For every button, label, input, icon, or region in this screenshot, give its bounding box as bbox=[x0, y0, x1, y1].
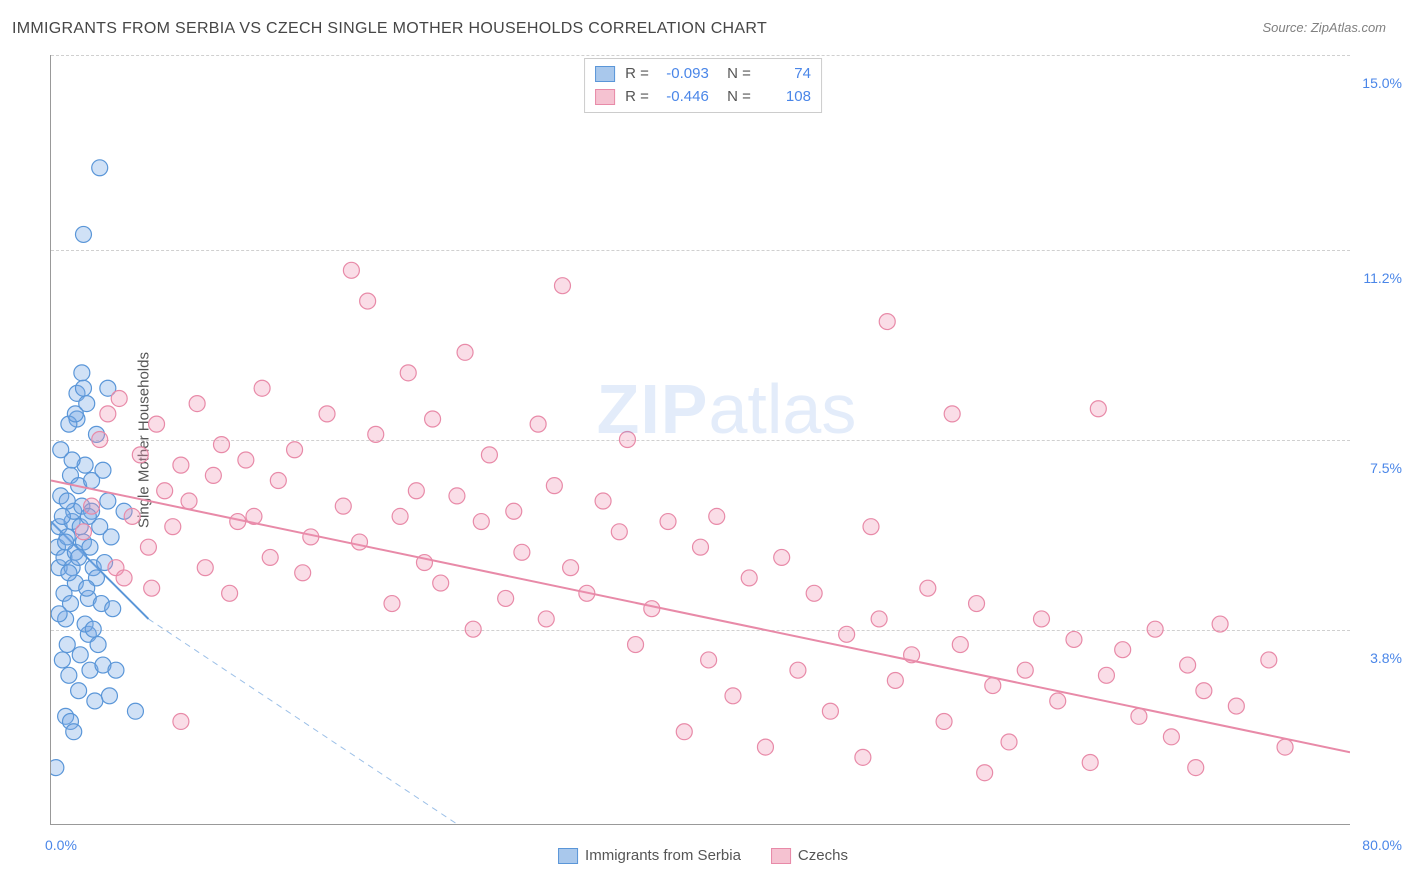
correlation-legend: R = -0.093 N = 74 R = -0.446 N = 108 bbox=[584, 58, 822, 113]
y-tick-label: 11.2% bbox=[1363, 270, 1402, 286]
n-value-czechs: 108 bbox=[761, 86, 811, 109]
r-value-czechs: -0.446 bbox=[659, 86, 709, 109]
swatch-czechs bbox=[595, 89, 615, 105]
swatch-serbia bbox=[595, 66, 615, 82]
x-tick-label: 0.0% bbox=[45, 837, 77, 853]
plot-area: Single Mother Households ZIPatlas 3.8%7.… bbox=[50, 55, 1350, 825]
legend-row-czechs: R = -0.446 N = 108 bbox=[595, 86, 811, 109]
source-attribution: Source: ZipAtlas.com bbox=[1262, 20, 1386, 35]
swatch-czechs-bottom bbox=[771, 848, 791, 864]
n-label: N = bbox=[719, 86, 751, 109]
chart-svg bbox=[51, 55, 1350, 824]
swatch-serbia-bottom bbox=[558, 848, 578, 864]
legend-label-czechs: Czechs bbox=[798, 847, 848, 864]
x-tick-label: 80.0% bbox=[1362, 837, 1402, 853]
r-value-serbia: -0.093 bbox=[659, 63, 709, 86]
chart-title: IMMIGRANTS FROM SERBIA VS CZECH SINGLE M… bbox=[12, 20, 767, 38]
y-tick-label: 15.0% bbox=[1362, 75, 1402, 91]
legend-row-serbia: R = -0.093 N = 74 bbox=[595, 63, 811, 86]
n-value-serbia: 74 bbox=[761, 63, 811, 86]
r-label: R = bbox=[625, 86, 649, 109]
series-legend: Immigrants from Serbia Czechs bbox=[558, 847, 848, 864]
legend-item-czechs: Czechs bbox=[771, 847, 848, 864]
legend-label-serbia: Immigrants from Serbia bbox=[585, 847, 741, 864]
legend-item-serbia: Immigrants from Serbia bbox=[558, 847, 741, 864]
r-label: R = bbox=[625, 63, 649, 86]
y-tick-label: 7.5% bbox=[1370, 460, 1402, 476]
n-label: N = bbox=[719, 63, 751, 86]
y-tick-label: 3.8% bbox=[1370, 650, 1402, 666]
